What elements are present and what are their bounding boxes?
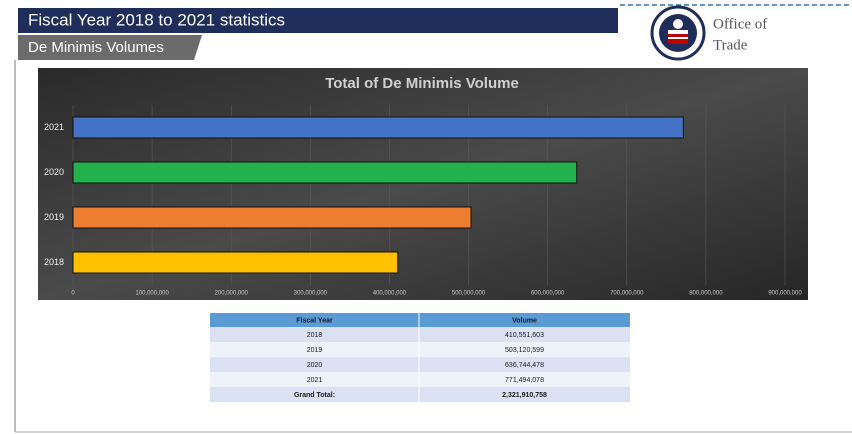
x-tick-label: 700,000,000	[610, 291, 644, 297]
subtitle-bar	[18, 35, 202, 60]
bar	[72, 161, 578, 184]
table-row	[210, 342, 630, 357]
table-row	[210, 357, 630, 372]
table-cell: 410,551,603	[505, 332, 544, 339]
table-row	[210, 387, 630, 402]
x-tick-label: 400,000,000	[373, 291, 407, 297]
table-cell: 771,494,078	[505, 377, 544, 384]
logo	[650, 5, 706, 61]
x-tick-label: 500,000,000	[452, 291, 486, 297]
logo-text: Trade	[713, 37, 748, 53]
chart-title: Total of De Minimis Volume	[325, 75, 519, 92]
table-cell: Grand Total:	[294, 392, 335, 399]
table-cell: 2018	[307, 332, 323, 339]
x-tick-label: 0	[71, 291, 75, 297]
table-cell: 2019	[307, 347, 323, 354]
logo-text: Office of	[713, 16, 767, 32]
title-bar	[18, 8, 618, 33]
table-cell: 503,120,599	[505, 347, 544, 354]
column-header: Fiscal Year	[296, 317, 333, 324]
x-tick-label: 200,000,000	[215, 291, 249, 297]
x-tick-label: 900,000,000	[768, 291, 802, 297]
table-row	[210, 327, 630, 342]
bar	[72, 116, 684, 139]
x-tick-label: 300,000,000	[294, 291, 328, 297]
x-tick-label: 800,000,000	[689, 291, 723, 297]
table-row	[210, 372, 630, 387]
bar	[72, 206, 472, 229]
x-tick-label: 600,000,000	[531, 291, 565, 297]
slide-subtitle: De Minimis Volumes	[28, 39, 164, 56]
table-cell: 2021	[307, 377, 323, 384]
y-tick-label: 2018	[44, 257, 64, 267]
y-tick-label: 2019	[44, 212, 64, 222]
bar	[72, 251, 399, 274]
table-cell: 636,744,478	[505, 362, 544, 369]
table-cell: 2,321,910,758	[502, 392, 547, 399]
table-cell: 2020	[307, 362, 323, 369]
table-header	[210, 313, 630, 327]
table: Fiscal Year Volume 2018 410,551,603 2019 503,…	[210, 313, 630, 402]
chart: 0 100,000,000 200,000,000 300,000,000 400,00…	[44, 105, 802, 297]
y-tick-label: 2021	[44, 122, 64, 132]
column-header: Volume	[512, 317, 537, 324]
x-tick-label: 100,000,000	[135, 291, 169, 297]
slide-title: Fiscal Year 2018 to 2021 statistics	[28, 10, 285, 29]
y-tick-label: 2020	[44, 167, 64, 177]
